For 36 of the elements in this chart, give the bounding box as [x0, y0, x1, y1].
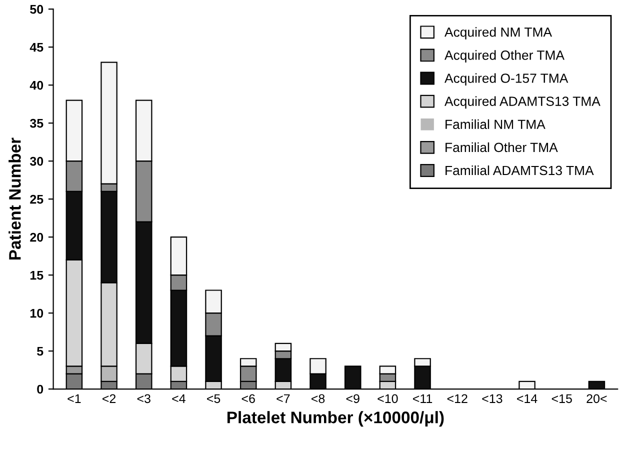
- legend-label: Familial ADAMTS13 TMA: [446, 165, 594, 176]
- x-tick-label: <10: [378, 394, 398, 404]
- legend-label: Acquired NM TMA: [444, 27, 552, 40]
- y-tick-label: 0: [37, 384, 44, 394]
- x-tick-label: <9: [346, 394, 360, 404]
- x-tick-label: <3: [137, 394, 150, 404]
- x-axis-title: Platelet Number (×10000/μl): [227, 411, 444, 427]
- y-tick-label: 30: [30, 156, 44, 166]
- legend-label: Familial NM TMA: [446, 119, 546, 130]
- x-tick-label: <4: [172, 394, 186, 403]
- x-tick-label: 20<: [586, 394, 607, 404]
- x-tick-label: <11: [413, 394, 432, 403]
- legend-label: Familial Other TMA: [446, 142, 558, 152]
- y-tick-label: 15: [30, 270, 44, 280]
- y-tick-label: 45: [30, 43, 44, 52]
- x-tick-label: <12: [447, 394, 468, 403]
- x-tick-label: <1: [68, 394, 81, 403]
- y-axis-title: Patient Number: [8, 138, 21, 260]
- x-tick-label: <15: [552, 394, 572, 404]
- legend-label: Acquired ADAMTS13 TMA: [444, 96, 600, 109]
- x-tick-label: <14: [517, 394, 538, 403]
- x-tick-label: <5: [207, 394, 220, 404]
- x-tick-label: <6: [242, 394, 255, 404]
- y-tick-label: 25: [30, 194, 44, 204]
- y-tick-label: 40: [30, 80, 44, 90]
- x-tick-label: <13: [482, 394, 502, 404]
- x-tick-label: <7: [276, 394, 290, 403]
- x-tick-label: <8: [312, 394, 325, 404]
- y-tick-label: 20: [30, 232, 44, 242]
- x-tick-label: <2: [102, 394, 116, 403]
- y-tick-label: 10: [30, 308, 44, 318]
- legend-label: Acquired O-157 TMA: [444, 73, 568, 86]
- y-tick-label: 5: [37, 346, 44, 356]
- y-tick-label: 35: [30, 118, 44, 128]
- legend-label: Acquired Other TMA: [444, 50, 564, 62]
- y-tick-label: 50: [30, 4, 44, 14]
